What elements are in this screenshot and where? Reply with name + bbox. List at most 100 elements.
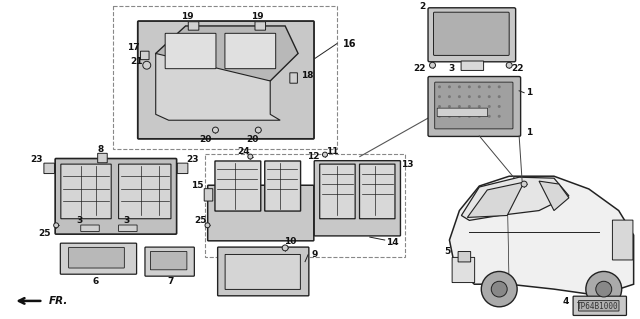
Text: 14: 14 <box>387 239 399 248</box>
Polygon shape <box>461 177 569 220</box>
FancyBboxPatch shape <box>433 12 509 56</box>
Circle shape <box>458 85 461 88</box>
Circle shape <box>458 105 461 108</box>
Circle shape <box>478 95 481 98</box>
Text: FR.: FR. <box>49 296 68 306</box>
FancyBboxPatch shape <box>218 247 309 296</box>
FancyBboxPatch shape <box>360 164 395 219</box>
Circle shape <box>488 95 491 98</box>
FancyBboxPatch shape <box>428 77 520 137</box>
Circle shape <box>323 152 328 157</box>
Text: 6: 6 <box>93 277 99 286</box>
Circle shape <box>448 105 451 108</box>
FancyBboxPatch shape <box>81 225 99 232</box>
FancyBboxPatch shape <box>55 159 177 234</box>
FancyBboxPatch shape <box>458 251 470 262</box>
FancyBboxPatch shape <box>573 296 627 315</box>
Text: 17: 17 <box>127 43 140 52</box>
Circle shape <box>448 95 451 98</box>
Circle shape <box>458 115 461 118</box>
Circle shape <box>478 85 481 88</box>
Text: 2: 2 <box>419 2 426 11</box>
Text: 23: 23 <box>186 155 199 164</box>
Text: 1: 1 <box>526 88 532 97</box>
Circle shape <box>282 245 288 251</box>
Text: 3: 3 <box>124 216 130 225</box>
Bar <box>205 154 404 257</box>
Text: 23: 23 <box>30 155 42 164</box>
Circle shape <box>498 85 500 88</box>
Circle shape <box>488 105 491 108</box>
Circle shape <box>438 95 441 98</box>
Text: 13: 13 <box>401 160 414 169</box>
Circle shape <box>255 127 261 133</box>
Text: 18: 18 <box>301 70 314 79</box>
Text: 22: 22 <box>413 64 426 73</box>
Polygon shape <box>449 176 634 294</box>
FancyBboxPatch shape <box>60 243 136 274</box>
FancyBboxPatch shape <box>290 73 298 83</box>
Text: 19: 19 <box>251 11 264 21</box>
FancyBboxPatch shape <box>204 189 212 201</box>
FancyBboxPatch shape <box>98 153 108 163</box>
Circle shape <box>468 105 471 108</box>
FancyBboxPatch shape <box>612 220 633 260</box>
Polygon shape <box>467 182 524 218</box>
Text: 22: 22 <box>511 64 524 73</box>
Circle shape <box>596 281 612 297</box>
FancyBboxPatch shape <box>255 22 266 30</box>
Text: 19: 19 <box>181 11 194 21</box>
FancyBboxPatch shape <box>150 251 187 270</box>
Circle shape <box>438 105 441 108</box>
Text: 3: 3 <box>76 216 82 225</box>
Text: 24: 24 <box>237 147 250 156</box>
FancyBboxPatch shape <box>118 225 137 232</box>
Text: 21: 21 <box>131 57 143 66</box>
Circle shape <box>438 85 441 88</box>
FancyBboxPatch shape <box>44 163 54 174</box>
Text: 10: 10 <box>284 238 296 247</box>
FancyBboxPatch shape <box>177 163 188 174</box>
Circle shape <box>429 62 435 68</box>
FancyBboxPatch shape <box>225 33 276 69</box>
Text: 8: 8 <box>98 145 104 154</box>
Text: 20: 20 <box>199 135 212 145</box>
FancyBboxPatch shape <box>435 82 513 129</box>
FancyBboxPatch shape <box>452 257 475 283</box>
Circle shape <box>498 115 500 118</box>
FancyBboxPatch shape <box>208 185 314 241</box>
Text: 4: 4 <box>563 297 569 306</box>
Circle shape <box>448 115 451 118</box>
Text: 25: 25 <box>195 216 207 225</box>
FancyBboxPatch shape <box>320 164 355 219</box>
Text: 25: 25 <box>38 229 51 238</box>
FancyBboxPatch shape <box>165 33 216 69</box>
FancyBboxPatch shape <box>314 161 401 236</box>
FancyBboxPatch shape <box>579 300 619 311</box>
Polygon shape <box>156 54 280 120</box>
Text: 9: 9 <box>312 250 318 259</box>
FancyBboxPatch shape <box>188 22 199 30</box>
FancyBboxPatch shape <box>215 161 260 211</box>
Circle shape <box>478 105 481 108</box>
Circle shape <box>205 223 210 228</box>
Circle shape <box>212 127 218 133</box>
Circle shape <box>143 61 151 69</box>
FancyBboxPatch shape <box>145 247 195 276</box>
Circle shape <box>488 115 491 118</box>
Circle shape <box>586 271 621 307</box>
FancyBboxPatch shape <box>437 108 488 116</box>
FancyBboxPatch shape <box>141 51 149 60</box>
Circle shape <box>458 95 461 98</box>
FancyBboxPatch shape <box>68 248 124 268</box>
FancyBboxPatch shape <box>428 8 516 62</box>
Bar <box>113 6 337 149</box>
Text: 16: 16 <box>343 39 356 48</box>
Circle shape <box>498 95 500 98</box>
FancyBboxPatch shape <box>61 164 111 219</box>
FancyBboxPatch shape <box>461 61 484 70</box>
Circle shape <box>468 95 471 98</box>
Text: 11: 11 <box>326 147 338 156</box>
Circle shape <box>521 181 527 187</box>
Polygon shape <box>156 26 298 81</box>
